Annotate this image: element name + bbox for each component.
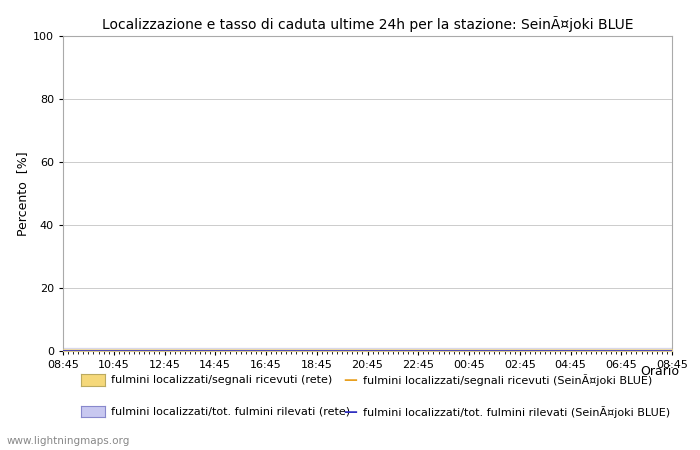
Text: fulmini localizzati/tot. fulmini rilevati (rete): fulmini localizzati/tot. fulmini rilevat… xyxy=(111,407,350,417)
Text: www.lightningmaps.org: www.lightningmaps.org xyxy=(7,436,130,446)
Y-axis label: Percento  [%]: Percento [%] xyxy=(16,151,29,236)
Text: fulmini localizzati/tot. fulmini rilevati (SeinÃ¤joki BLUE): fulmini localizzati/tot. fulmini rilevat… xyxy=(363,406,670,418)
Text: fulmini localizzati/segnali ricevuti (rete): fulmini localizzati/segnali ricevuti (re… xyxy=(111,375,332,385)
Title: Localizzazione e tasso di caduta ultime 24h per la stazione: SeinÃ¤joki BLUE: Localizzazione e tasso di caduta ultime … xyxy=(102,16,634,32)
Text: —: — xyxy=(343,373,357,387)
Text: fulmini localizzati/segnali ricevuti (SeinÃ¤joki BLUE): fulmini localizzati/segnali ricevuti (Se… xyxy=(363,374,652,386)
Text: —: — xyxy=(343,405,357,419)
Text: Orario: Orario xyxy=(640,365,679,378)
